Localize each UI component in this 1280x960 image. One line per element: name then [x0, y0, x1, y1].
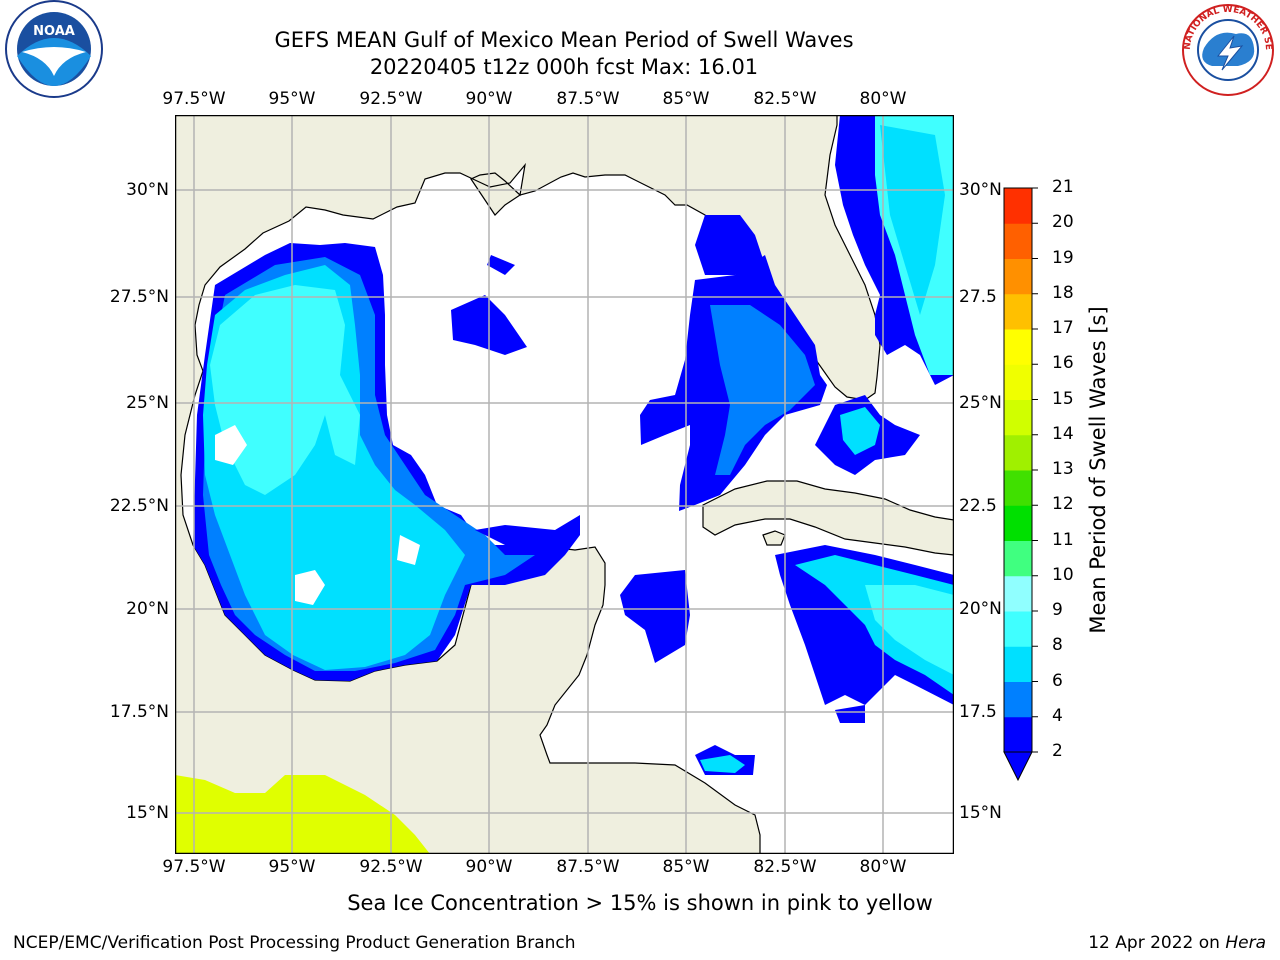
lat-label-left: 25°N — [126, 393, 169, 413]
colorbar-tick-label: 8 — [1052, 635, 1063, 656]
map-subtitle: 20220405 t12z 000h fcst Max: 16.01 — [369, 55, 759, 79]
colorbar-segment — [1004, 505, 1032, 541]
lon-label-bottom: 82.5°W — [753, 857, 817, 877]
lat-label-right: 15°N — [959, 803, 1002, 823]
colorbar-label: Mean Period of Swell Waves [s] — [1086, 306, 1110, 634]
lat-label-left: 30°N — [126, 180, 169, 200]
colorbar — [1003, 187, 1038, 782]
colorbar-segment — [1004, 434, 1032, 471]
colorbar-under-arrow — [1003, 751, 1033, 782]
lon-label-bottom: 87.5°W — [556, 857, 620, 877]
svg-text:NOAA: NOAA — [33, 24, 75, 39]
colorbar-tick-label: 9 — [1052, 600, 1063, 620]
lat-label-left: 22.5°N — [109, 496, 169, 516]
lat-label-left: 27.5°N — [109, 287, 169, 307]
land-cuba — [702, 480, 954, 556]
map-plot — [175, 115, 954, 854]
colorbar-tick-label: 2 — [1052, 741, 1063, 761]
lon-label-top: 92.5°W — [359, 89, 423, 109]
nws-logo: NATIONAL WEATHER SERVICE — [1176, 0, 1274, 96]
colorbar-segment — [1004, 258, 1032, 295]
lat-label-right: 17.5 — [959, 702, 997, 722]
swell-field — [193, 115, 954, 775]
colorbar-tick-label: 18 — [1052, 282, 1074, 303]
colorbar-tick-label: 12 — [1052, 494, 1074, 515]
colorbar-segment — [1004, 470, 1032, 506]
colorbar-segment — [1004, 575, 1032, 612]
lon-label-top: 90°W — [465, 89, 513, 109]
colorbar-tick-label: 6 — [1052, 670, 1063, 691]
colorbar-segment — [1004, 399, 1032, 436]
colorbar-tick-label: 21 — [1052, 177, 1074, 197]
lat-label-right: 27.5 — [959, 287, 997, 307]
pacific-yellow-field — [175, 775, 430, 854]
map-title: GEFS MEAN Gulf of Mexico Mean Period of … — [274, 28, 854, 52]
colorbar-segment — [1004, 716, 1032, 753]
lon-label-top: 97.5°W — [162, 89, 226, 109]
lat-label-right: 20°N — [959, 599, 1002, 619]
colorbar-tick-label: 15 — [1052, 388, 1074, 409]
colorbar-segment — [1004, 540, 1032, 577]
colorbar-tick-label: 16 — [1052, 353, 1074, 374]
colorbar-tick-label: 20 — [1052, 212, 1074, 233]
footer-host: Hera — [1225, 933, 1266, 953]
colorbar-tick-label: 10 — [1052, 564, 1074, 585]
colorbar-segment — [1004, 364, 1032, 400]
lon-label-top: 82.5°W — [753, 89, 817, 109]
lon-label-bottom: 85°W — [662, 857, 710, 877]
lon-label-bottom: 97.5°W — [162, 857, 226, 877]
lon-label-bottom: 80°W — [859, 857, 907, 877]
noaa-logo: NOAA — [5, 0, 103, 98]
colorbar-segment — [1004, 611, 1032, 647]
colorbar-tick-label: 4 — [1052, 705, 1063, 726]
footer-credit: NCEP/EMC/Verification Post Processing Pr… — [13, 933, 576, 953]
sea-ice-caption: Sea Ice Concentration > 15% is shown in … — [347, 891, 933, 915]
colorbar-tick-label: 14 — [1052, 423, 1074, 444]
lat-label-left: 20°N — [126, 599, 169, 619]
lon-label-bottom: 92.5°W — [359, 857, 423, 877]
lon-label-bottom: 95°W — [268, 857, 316, 877]
lon-label-bottom: 90°W — [465, 857, 513, 877]
colorbar-segment — [1004, 293, 1032, 330]
colorbar-segment — [1004, 223, 1032, 259]
lat-label-left: 15°N — [126, 803, 169, 823]
lat-label-right: 25°N — [959, 393, 1002, 413]
colorbar-segment — [1004, 681, 1032, 718]
lat-label-left: 17.5°N — [109, 702, 169, 722]
map-frame — [175, 115, 954, 854]
lat-label-right: 22.5 — [959, 496, 997, 516]
colorbar-segment — [1004, 188, 1032, 224]
colorbar-segment — [1004, 646, 1032, 682]
lon-label-top: 87.5°W — [556, 89, 620, 109]
colorbar-tick-label: 13 — [1052, 459, 1074, 479]
colorbar-tick-label: 17 — [1052, 318, 1074, 338]
graticule — [175, 115, 954, 854]
colorbar-tick-label: 19 — [1052, 247, 1074, 268]
lon-label-top: 95°W — [268, 89, 316, 109]
land-jamaica — [762, 530, 786, 546]
footer-date: 12 Apr 2022 on Hera — [1088, 933, 1266, 953]
colorbar-segment — [1004, 329, 1032, 365]
colorbar-tick-label: 11 — [1052, 529, 1074, 550]
lon-label-top: 85°W — [662, 89, 710, 109]
lat-label-right: 30°N — [959, 180, 1002, 200]
lon-label-top: 80°W — [859, 89, 907, 109]
